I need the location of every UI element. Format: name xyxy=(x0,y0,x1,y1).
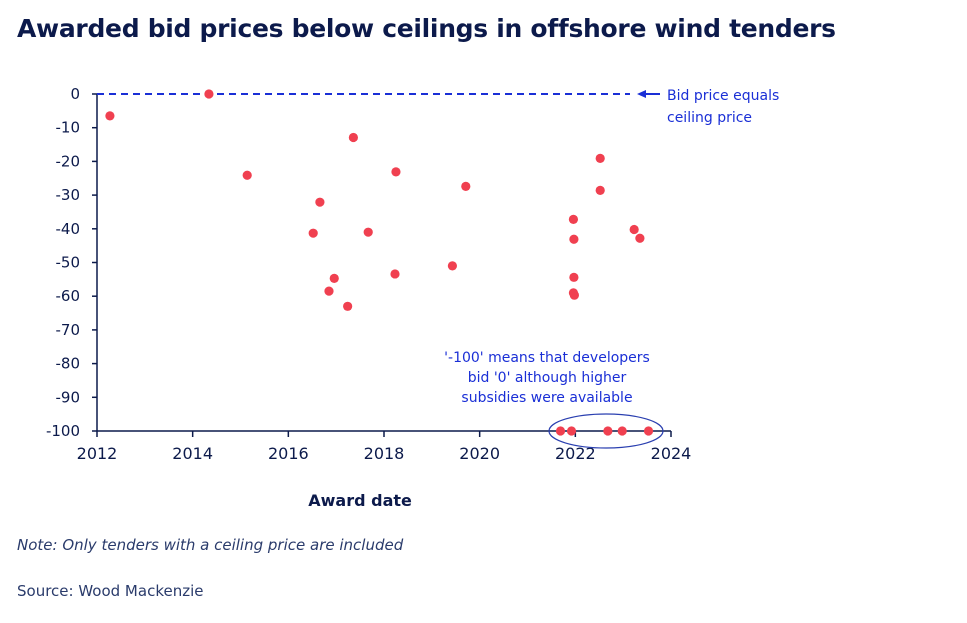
y-tick-label: -50 xyxy=(56,254,81,272)
data-point xyxy=(635,233,645,243)
y-tick-label: -90 xyxy=(56,388,81,406)
y-tick-label: -30 xyxy=(56,186,81,204)
chart-source: Source: Wood Mackenzie xyxy=(17,582,204,600)
reference-line-label: Bid price equals xyxy=(667,88,779,104)
data-point xyxy=(105,111,115,121)
data-point xyxy=(603,426,613,436)
y-tick-label: 0 xyxy=(70,85,80,103)
data-point xyxy=(595,185,605,195)
x-axis-label: Award date xyxy=(308,491,412,510)
data-point xyxy=(461,181,471,191)
annotation-text: subsidies were available xyxy=(461,390,632,406)
data-point xyxy=(595,153,605,163)
x-tick-label: 2018 xyxy=(364,444,405,463)
data-point xyxy=(363,227,373,237)
data-point xyxy=(242,170,252,180)
data-point xyxy=(204,89,214,99)
y-tick-label: -100 xyxy=(46,422,80,440)
x-tick-label: 2012 xyxy=(77,444,118,463)
data-point xyxy=(617,426,627,436)
reference-line-label: ceiling price xyxy=(667,110,752,126)
arrow-head-icon xyxy=(637,90,646,98)
y-tick-label: -20 xyxy=(56,152,81,170)
x-tick-label: 2022 xyxy=(555,444,596,463)
y-tick-label: -60 xyxy=(56,287,81,305)
y-tick-label: -40 xyxy=(56,220,81,238)
x-tick-label: 2020 xyxy=(459,444,500,463)
data-point xyxy=(308,228,318,238)
data-point xyxy=(629,224,639,235)
data-point xyxy=(315,197,325,207)
data-point xyxy=(447,261,458,271)
data-point xyxy=(348,132,358,143)
data-point xyxy=(555,426,566,436)
data-point xyxy=(391,167,401,177)
data-point xyxy=(343,301,353,311)
annotation-text: bid '0' although higher xyxy=(468,370,627,386)
data-point xyxy=(643,426,654,436)
data-point xyxy=(569,272,579,282)
y-tick-label: -10 xyxy=(56,119,81,137)
data-point xyxy=(324,286,334,296)
data-point xyxy=(390,269,400,279)
highlight-ellipse xyxy=(548,413,664,449)
x-tick-label: 2024 xyxy=(651,444,692,463)
data-point xyxy=(329,273,339,283)
chart-title: Awarded bid prices below ceilings in off… xyxy=(17,14,836,43)
annotation-text: '-100' means that developers xyxy=(444,350,650,366)
data-point xyxy=(569,290,579,300)
data-point xyxy=(569,234,579,244)
x-tick-label: 2016 xyxy=(268,444,309,463)
x-tick-label: 2014 xyxy=(172,444,213,463)
y-tick-label: -70 xyxy=(56,321,81,339)
y-tick-label: -80 xyxy=(56,355,81,373)
data-point xyxy=(568,214,579,224)
chart-note: Note: Only tenders with a ceiling price … xyxy=(17,536,404,554)
data-point xyxy=(566,426,577,436)
